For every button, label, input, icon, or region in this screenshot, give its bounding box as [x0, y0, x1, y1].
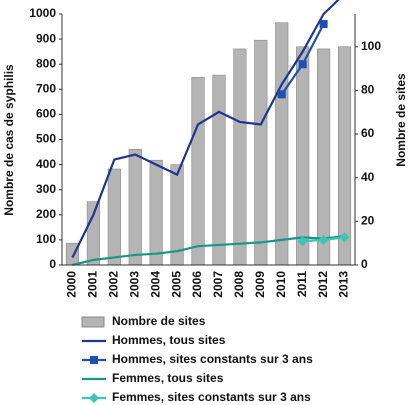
- y-tick-label: 200: [36, 207, 56, 221]
- bar: [149, 159, 163, 266]
- bar: [275, 22, 289, 266]
- legend-label: Nombre de sites: [112, 314, 206, 328]
- bar: [191, 76, 205, 266]
- x-tick-label: 2000: [65, 271, 79, 298]
- legend-label: Hommes, tous sites: [112, 333, 226, 347]
- legend-label: Hommes, sites constants sur 3 ans: [112, 352, 313, 366]
- x-tick-label: 2002: [106, 271, 120, 298]
- y-tick-label: 600: [36, 107, 56, 121]
- y2-tick-label: 20: [361, 214, 375, 228]
- y-tick-label: 1000: [29, 6, 56, 20]
- x-tick-label: 2003: [127, 271, 141, 298]
- x-tick-label: 2012: [316, 271, 330, 298]
- y2-tick-label: 40: [361, 170, 375, 184]
- x-tick-label: 2010: [274, 271, 288, 298]
- bar: [337, 46, 352, 266]
- line: [72, 235, 345, 267]
- x-tick-label: 2008: [232, 271, 246, 298]
- y2-tick-label: 80: [361, 83, 375, 97]
- y-tick-label: 400: [36, 157, 56, 171]
- bar: [212, 74, 226, 266]
- marker: [277, 90, 286, 99]
- marker: [298, 60, 307, 69]
- legend-swatch: [81, 316, 105, 328]
- x-tick-label: 2013: [337, 271, 351, 298]
- y-tick-label: 900: [36, 31, 56, 45]
- bar: [107, 168, 121, 266]
- marker: [90, 356, 98, 364]
- y2-tick-label: 0: [361, 257, 368, 271]
- marker: [318, 234, 329, 245]
- x-tick-label: 2009: [253, 271, 267, 298]
- y-axis-title: Nombre de cas de syphilis: [2, 64, 16, 216]
- x-tick-label: 2006: [190, 271, 204, 298]
- y-tick-label: 300: [36, 182, 56, 196]
- x-tick-label: 2001: [86, 271, 100, 298]
- y-tick-label: 0: [49, 257, 56, 271]
- marker: [89, 393, 99, 403]
- marker: [297, 236, 308, 247]
- y-tick-label: 100: [36, 232, 56, 246]
- bar: [86, 201, 100, 266]
- y-tick-label: 500: [36, 132, 56, 146]
- bar: [254, 39, 268, 266]
- marker: [319, 20, 328, 29]
- legend-label: Femmes, tous sites: [112, 371, 224, 385]
- y-tick-label: 700: [36, 81, 56, 95]
- x-tick-label: 2011: [295, 271, 309, 297]
- x-tick-label: 2004: [148, 271, 162, 298]
- plot-area: [65, 0, 352, 267]
- marker: [339, 232, 350, 243]
- y2-tick-label: 100: [361, 39, 381, 53]
- line: [71, 0, 340, 258]
- bar: [317, 48, 331, 266]
- bar: [296, 46, 310, 266]
- bar: [128, 149, 142, 266]
- y2-tick-label: 60: [361, 126, 375, 140]
- x-tick-label: 2007: [211, 271, 225, 298]
- bar: [233, 48, 247, 266]
- x-tick-label: 2005: [169, 271, 183, 298]
- y-tick-label: 800: [36, 56, 56, 70]
- y2-axis-title: Nombre de sites: [394, 73, 408, 167]
- legend-label: Femmes, sites constants sur 3 ans: [112, 390, 311, 404]
